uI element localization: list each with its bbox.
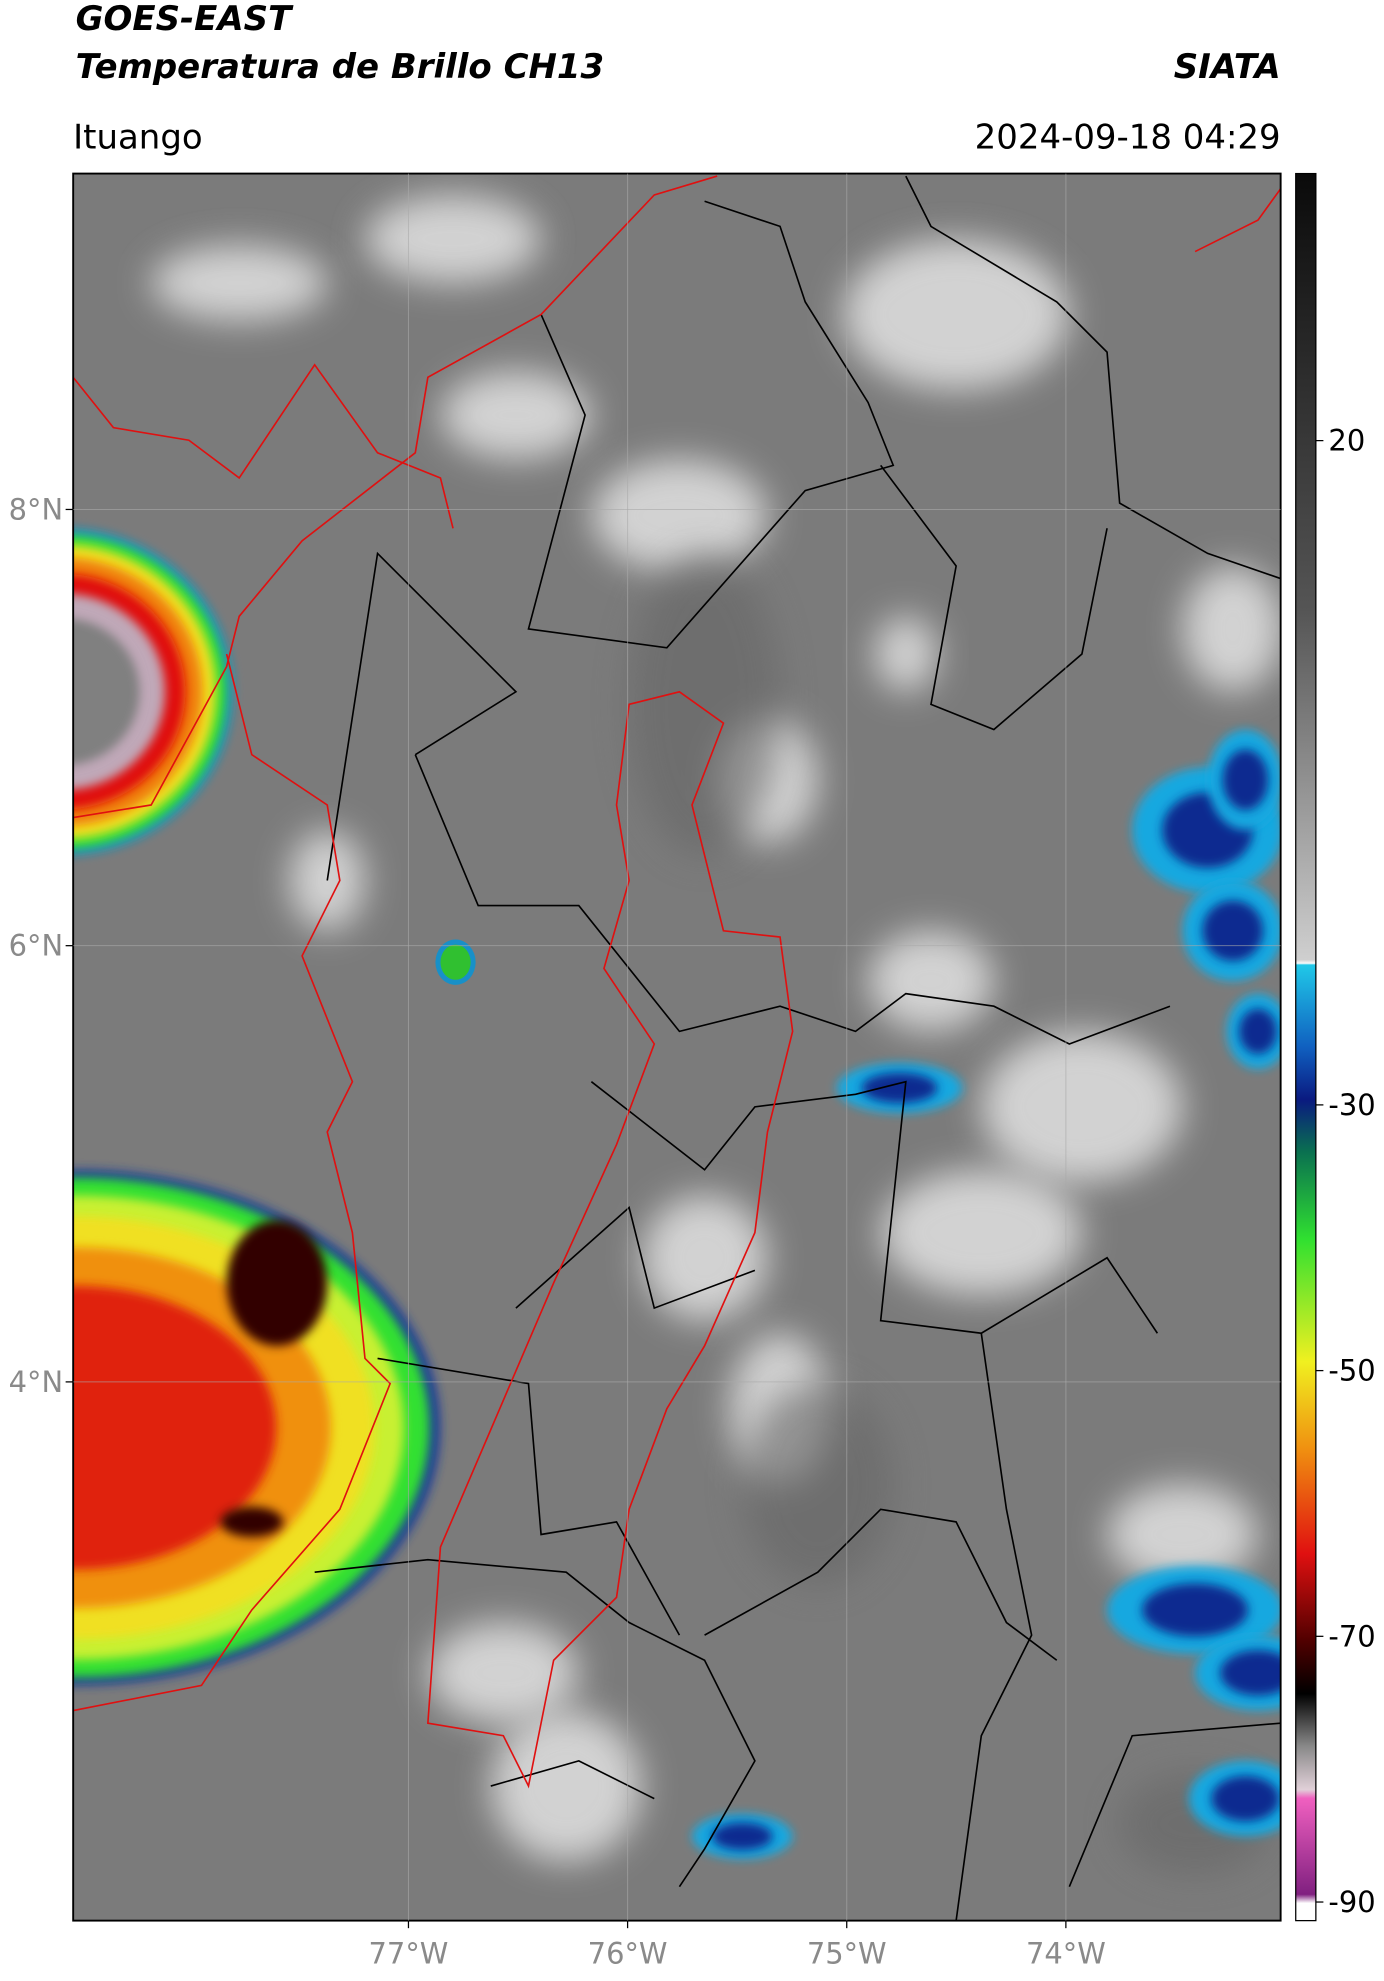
- location: Ituango: [73, 117, 203, 157]
- title: GOES-EAST: [76, 0, 294, 39]
- y-tick-label: 4°N: [9, 1365, 63, 1399]
- cold-cloud: [1222, 749, 1269, 811]
- cloud: [364, 194, 542, 283]
- cloud: [1182, 566, 1281, 692]
- brand: SIATA: [1174, 47, 1281, 87]
- border: [880, 464, 1108, 731]
- border: [326, 551, 518, 881]
- boundary: [73, 363, 454, 529]
- cloud: [151, 245, 328, 321]
- colorbar-label: 20: [1328, 424, 1365, 458]
- storm: [73, 1285, 277, 1570]
- border: [955, 1333, 1033, 1921]
- subtitle: Temperatura de Brillo CH13: [76, 47, 604, 87]
- cold-cloud: [861, 1072, 938, 1104]
- colorbar: [1295, 172, 1317, 1922]
- cloud: [440, 371, 592, 460]
- cloud: [868, 930, 994, 1032]
- storm: [73, 618, 140, 765]
- storm-core: [220, 1506, 284, 1538]
- border: [905, 175, 1281, 580]
- cloud: [874, 616, 938, 692]
- y-tick-label: 6°N: [9, 929, 63, 963]
- cloud: [641, 1194, 768, 1321]
- colorbar-label: -90: [1328, 1885, 1375, 1919]
- border: [704, 1508, 1058, 1661]
- cloud: [842, 238, 1070, 390]
- x-tick-label: 76°W: [588, 1936, 668, 1970]
- boundary: [1194, 188, 1281, 253]
- cold-cloud: [440, 944, 471, 980]
- border: [377, 1357, 681, 1636]
- cloud: [490, 1710, 642, 1862]
- cold-cloud: [1142, 1583, 1248, 1637]
- cloud: [981, 1031, 1183, 1183]
- border: [515, 1205, 756, 1310]
- cloud: [880, 1169, 1082, 1296]
- cold-cloud: [712, 1822, 773, 1850]
- satellite-image: [73, 173, 1281, 1921]
- cold-cloud: [1211, 1775, 1280, 1822]
- border: [490, 1760, 655, 1800]
- border: [314, 1558, 756, 1888]
- cloud: [427, 1622, 579, 1724]
- colorbar-label: -30: [1328, 1088, 1375, 1122]
- x-tick-label: 74°W: [1026, 1936, 1106, 1970]
- boundary: [73, 175, 718, 819]
- border: [414, 754, 1171, 1045]
- x-tick-label: 77°W: [369, 1936, 449, 1970]
- border: [590, 1080, 1159, 1335]
- storm-core: [226, 1220, 328, 1346]
- map-frame: [72, 172, 1282, 1922]
- cloud: [1107, 1484, 1258, 1585]
- colorbar-label: -50: [1328, 1354, 1375, 1388]
- x-tick-label: 75°W: [807, 1936, 887, 1970]
- cold-cloud: [1220, 1650, 1281, 1696]
- boundary: [426, 690, 794, 1789]
- cold-cloud: [1239, 1008, 1277, 1055]
- timestamp: 2024-09-18 04:29: [975, 117, 1281, 157]
- dark-area: [742, 1383, 894, 1585]
- boundary: [73, 653, 392, 1712]
- border: [527, 200, 895, 649]
- cold-cloud: [1202, 900, 1264, 961]
- border: [1068, 1722, 1281, 1887]
- y-tick-label: 8°N: [9, 493, 63, 527]
- cloud: [591, 459, 768, 573]
- colorbar-label: -70: [1328, 1619, 1375, 1653]
- dark-area: [629, 553, 781, 856]
